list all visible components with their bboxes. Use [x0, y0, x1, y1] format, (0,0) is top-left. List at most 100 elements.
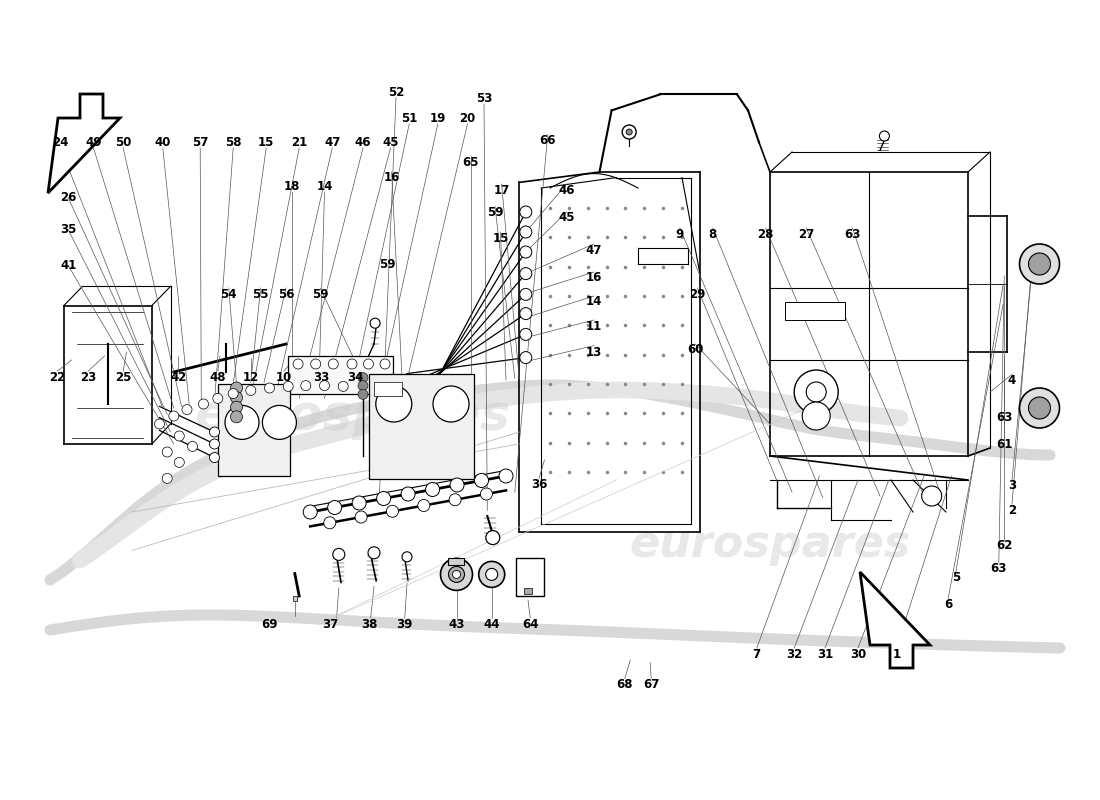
Text: 16: 16 [586, 271, 602, 284]
Circle shape [794, 370, 838, 414]
Circle shape [352, 496, 366, 510]
Text: 66: 66 [539, 134, 556, 146]
Text: 5: 5 [952, 571, 960, 584]
Text: 55: 55 [252, 288, 268, 301]
Circle shape [368, 547, 379, 558]
Circle shape [452, 570, 461, 578]
Text: 38: 38 [362, 618, 377, 630]
Circle shape [209, 453, 220, 462]
Circle shape [520, 328, 531, 341]
Text: 61: 61 [997, 438, 1012, 450]
Circle shape [174, 431, 185, 441]
Circle shape [486, 530, 499, 545]
Text: 18: 18 [284, 180, 299, 193]
Circle shape [449, 566, 464, 582]
Polygon shape [48, 94, 120, 193]
Circle shape [231, 411, 242, 422]
Text: 67: 67 [644, 678, 659, 690]
Text: 64: 64 [521, 618, 538, 630]
Text: 2: 2 [1008, 504, 1016, 517]
Text: 54: 54 [220, 288, 238, 301]
Circle shape [212, 394, 223, 403]
Circle shape [386, 506, 398, 518]
Circle shape [433, 386, 469, 422]
Circle shape [198, 399, 209, 409]
Circle shape [293, 359, 304, 369]
Circle shape [226, 406, 258, 439]
Circle shape [358, 373, 368, 382]
Circle shape [520, 226, 531, 238]
Circle shape [402, 552, 412, 562]
Text: 53: 53 [476, 92, 492, 105]
Text: 63: 63 [991, 562, 1006, 574]
Circle shape [474, 474, 488, 487]
Text: 48: 48 [209, 371, 227, 384]
Circle shape [174, 458, 185, 467]
Circle shape [263, 406, 296, 439]
Text: 42: 42 [170, 371, 186, 384]
Text: 40: 40 [155, 136, 170, 149]
Circle shape [520, 206, 531, 218]
Text: 21: 21 [292, 136, 307, 149]
Text: 57: 57 [192, 136, 208, 149]
Text: 44: 44 [484, 618, 499, 630]
Text: 20: 20 [460, 112, 475, 125]
Text: 6: 6 [944, 598, 953, 610]
Circle shape [187, 442, 198, 451]
Circle shape [626, 129, 632, 135]
Circle shape [346, 359, 358, 369]
Circle shape [520, 308, 531, 319]
Text: 31: 31 [817, 648, 833, 661]
Text: 49: 49 [86, 136, 101, 149]
Bar [516, 558, 543, 596]
Text: 62: 62 [997, 539, 1012, 552]
Text: 15: 15 [258, 136, 274, 149]
Circle shape [376, 491, 390, 506]
Text: 46: 46 [558, 184, 574, 197]
Circle shape [209, 427, 220, 437]
Circle shape [1020, 244, 1059, 284]
Circle shape [520, 246, 531, 258]
Text: 33: 33 [314, 371, 329, 384]
Circle shape [264, 383, 275, 393]
Circle shape [370, 318, 381, 328]
Circle shape [358, 390, 368, 399]
Text: 39: 39 [397, 618, 412, 630]
Text: 1: 1 [892, 648, 901, 661]
Circle shape [168, 411, 179, 421]
Text: 14: 14 [586, 295, 602, 308]
Text: 41: 41 [60, 259, 76, 272]
Circle shape [209, 439, 220, 449]
Circle shape [379, 359, 390, 369]
Text: 24: 24 [53, 136, 68, 149]
Circle shape [182, 405, 192, 414]
Text: 51: 51 [402, 112, 417, 125]
Circle shape [323, 517, 336, 529]
Text: 52: 52 [388, 86, 404, 98]
Circle shape [358, 381, 368, 390]
FancyBboxPatch shape [448, 558, 464, 566]
Text: eurospares: eurospares [629, 522, 911, 566]
Bar [374, 382, 401, 395]
Text: 59: 59 [486, 206, 504, 218]
Text: eurospares: eurospares [194, 392, 510, 440]
Text: 47: 47 [324, 136, 340, 149]
Circle shape [319, 381, 330, 390]
Circle shape [231, 392, 242, 403]
Circle shape [449, 494, 461, 506]
Polygon shape [860, 572, 930, 668]
Bar [368, 374, 473, 478]
Circle shape [310, 359, 321, 369]
Text: 59: 59 [312, 288, 328, 301]
Text: 10: 10 [276, 371, 292, 384]
Text: 34: 34 [348, 371, 363, 384]
Text: 11: 11 [586, 320, 602, 333]
Text: 25: 25 [116, 371, 131, 384]
Circle shape [450, 478, 464, 492]
Text: 56: 56 [277, 288, 295, 301]
Text: 9: 9 [675, 228, 684, 241]
Circle shape [338, 382, 349, 391]
Circle shape [499, 469, 513, 483]
Bar [524, 588, 531, 594]
Text: 63: 63 [997, 411, 1012, 424]
